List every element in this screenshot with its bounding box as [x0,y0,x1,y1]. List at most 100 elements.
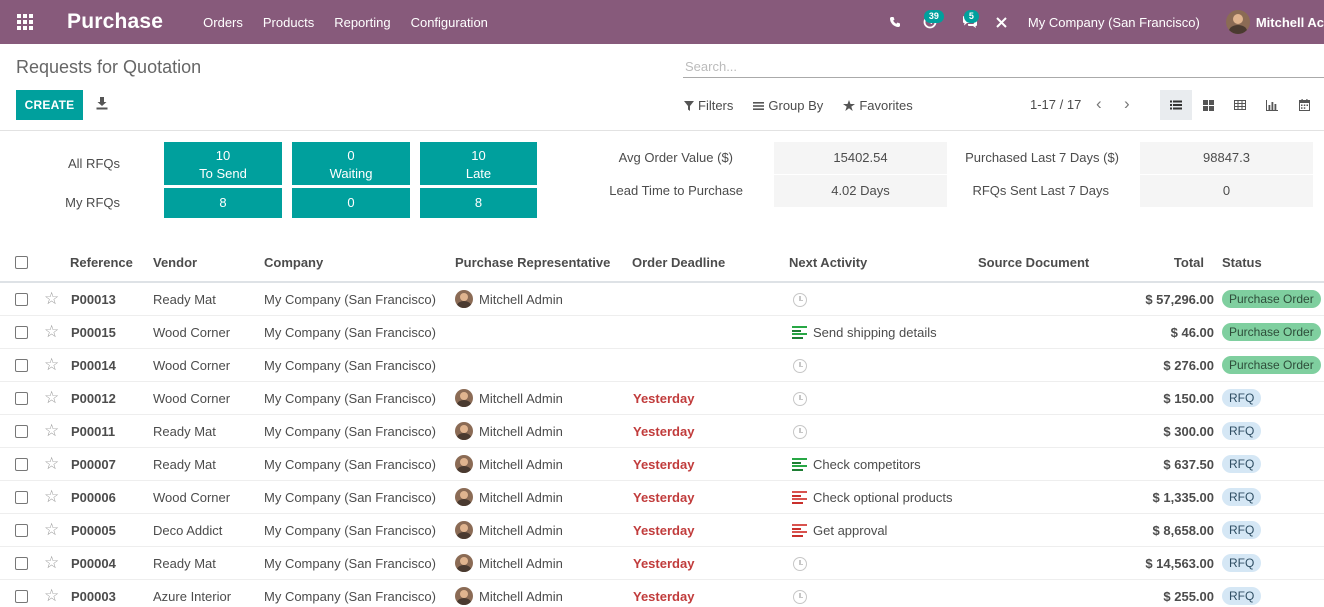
activity-summary: Send shipping details [813,325,937,341]
user-menu[interactable]: Mitchell Ac [1255,14,1324,30]
pager-next-icon[interactable]: › [1124,94,1130,113]
table-row[interactable]: ☆ P00013 Ready Mat My Company (San Francisc… [0,283,1324,316]
favorite-star-icon[interactable]: ☆ [44,289,60,308]
create-button[interactable]: CREATE [16,90,83,120]
column-next-activity[interactable]: Next Activity [789,254,868,270]
activity-summary: Check optional products [813,490,953,506]
favorite-star-icon[interactable]: ☆ [44,355,60,374]
table-row[interactable]: ☆ P00012 Wood Corner My Company (San Franci… [0,382,1324,415]
filters-dropdown[interactable]: Filters [684,98,733,113]
row-checkbox[interactable] [15,358,28,372]
company-switcher[interactable]: My Company (San Francisco) [1027,14,1200,30]
search-options: Filters Group By Favorites [684,98,933,113]
clock-icon[interactable] [793,589,807,604]
cell-next-activity[interactable]: Check competitors [792,456,921,472]
column-total[interactable]: Total [1173,254,1204,270]
clock-icon[interactable] [793,556,807,571]
column-status[interactable]: Status [1222,254,1262,270]
row-checkbox[interactable] [15,424,28,438]
column-representative[interactable]: Purchase Representative [455,254,611,270]
kpi-avg-order-value: 15402.54 [774,142,947,174]
user-avatar [455,587,473,605]
tile-late-my[interactable]: 8 [420,188,537,218]
tile-waiting-my[interactable]: 0 [292,188,410,218]
cell-next-activity[interactable]: Send shipping details [792,324,937,340]
search-input[interactable] [683,54,1324,74]
clock-icon[interactable] [793,292,807,307]
favorite-star-icon[interactable]: ☆ [44,487,60,506]
view-switcher [1160,90,1320,120]
cell-representative: Mitchell Admin [455,422,563,440]
menu-orders[interactable]: Orders [203,14,243,30]
page-title: Requests for Quotation [16,57,202,77]
row-checkbox[interactable] [15,490,28,504]
column-company[interactable]: Company [264,254,324,270]
cell-reference: P00004 [71,555,116,571]
groupby-dropdown[interactable]: Group By [753,98,823,113]
activity-red-icon[interactable] [792,524,807,537]
list-view-button[interactable] [1160,90,1192,120]
phone-icon[interactable] [880,0,910,44]
row-checkbox[interactable] [15,589,28,603]
table-row[interactable]: ☆ P00004 Ready Mat My Company (San Francisc… [0,547,1324,580]
clock-icon[interactable] [793,391,807,406]
pivot-view-button[interactable] [1224,90,1256,120]
cell-total: $ 150.00 [1163,390,1214,406]
favorite-star-icon[interactable]: ☆ [44,520,60,539]
favorite-star-icon[interactable]: ☆ [44,586,60,605]
select-all-checkbox[interactable] [15,255,28,269]
column-reference[interactable]: Reference [70,254,133,270]
clock-icon[interactable] [793,424,807,439]
pager-previous-icon[interactable]: ‹ [1096,94,1102,113]
menu-configuration[interactable]: Configuration [410,14,488,30]
menu-products[interactable]: Products [262,14,315,30]
column-source-document[interactable]: Source Document [978,254,1090,270]
kanban-view-button[interactable] [1192,90,1224,120]
menu-reporting[interactable]: Reporting [334,14,391,30]
cell-next-activity[interactable]: Check optional products [792,489,952,505]
column-vendor[interactable]: Vendor [153,254,198,270]
row-checkbox[interactable] [15,391,28,405]
cell-vendor: Ready Mat [153,555,216,571]
table-row[interactable]: ☆ P00005 Deco Addict My Company (San Franci… [0,514,1324,547]
activity-clock-icon[interactable]: 39 [910,0,950,44]
row-checkbox[interactable] [15,556,28,570]
activity-green-icon[interactable] [792,326,807,339]
cell-order-deadline: Yesterday [633,423,695,439]
cell-total: $ 276.00 [1163,357,1214,373]
debug-tools-icon[interactable] [990,0,1014,44]
favorite-star-icon[interactable]: ☆ [44,454,60,473]
column-order-deadline[interactable]: Order Deadline [632,254,726,270]
apps-menu-icon[interactable] [0,0,50,44]
favorites-dropdown[interactable]: Favorites [843,98,913,113]
tile-to-send-all[interactable]: 10 To Send [164,142,282,185]
graph-view-button[interactable] [1256,90,1288,120]
tile-to-send-my[interactable]: 8 [164,188,282,218]
tile-late-all[interactable]: 10 Late [420,142,537,185]
clock-icon[interactable] [793,358,807,373]
favorite-star-icon[interactable]: ☆ [44,322,60,341]
user-avatar[interactable] [1225,10,1250,34]
row-checkbox[interactable] [15,523,28,537]
row-checkbox[interactable] [15,457,28,471]
download-icon[interactable] [96,96,108,110]
pager-value[interactable]: 1-17 / 17 [1030,97,1082,112]
messages-icon[interactable]: 5 [950,0,990,44]
cell-next-activity[interactable]: Get approval [792,522,887,538]
star-icon [843,100,856,111]
table-row[interactable]: ☆ P00014 Wood Corner My Company (San Franci… [0,349,1324,382]
activity-red-icon[interactable] [792,491,807,504]
favorite-star-icon[interactable]: ☆ [44,421,60,440]
table-row[interactable]: ☆ P00003 Azure Interior My Company (San Fra… [0,580,1324,607]
activity-green-icon[interactable] [792,458,807,471]
table-row[interactable]: ☆ P00007 Ready Mat My Company (San Francisc… [0,448,1324,481]
calendar-view-button[interactable] [1288,90,1320,120]
row-checkbox[interactable] [15,292,28,306]
table-row[interactable]: ☆ P00011 Ready Mat My Company (San Francisc… [0,415,1324,448]
tile-waiting-all[interactable]: 0 Waiting [292,142,410,185]
table-row[interactable]: ☆ P00015 Wood Corner My Company (San Franci… [0,316,1324,349]
row-checkbox[interactable] [15,325,28,339]
table-row[interactable]: ☆ P00006 Wood Corner My Company (San Franci… [0,481,1324,514]
favorite-star-icon[interactable]: ☆ [44,553,60,572]
favorite-star-icon[interactable]: ☆ [44,388,60,407]
